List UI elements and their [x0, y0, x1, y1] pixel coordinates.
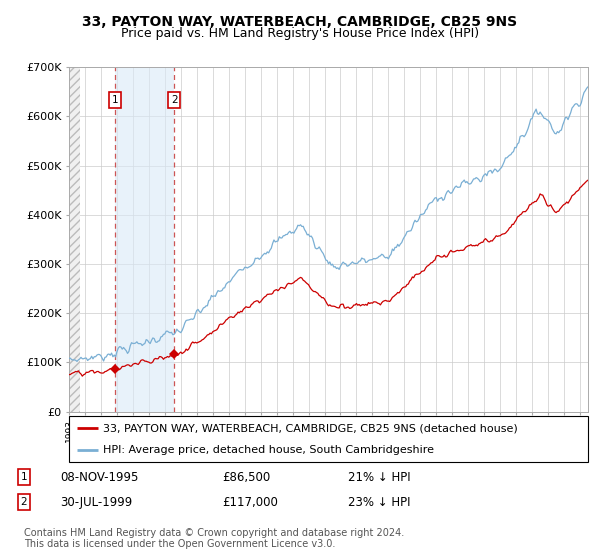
- Text: 33, PAYTON WAY, WATERBEACH, CAMBRIDGE, CB25 9NS: 33, PAYTON WAY, WATERBEACH, CAMBRIDGE, C…: [82, 15, 518, 29]
- Text: Contains HM Land Registry data © Crown copyright and database right 2024.
This d: Contains HM Land Registry data © Crown c…: [24, 528, 404, 549]
- Text: 2: 2: [20, 497, 28, 507]
- Text: 2: 2: [171, 95, 178, 105]
- Text: £86,500: £86,500: [222, 470, 270, 484]
- Text: 08-NOV-1995: 08-NOV-1995: [60, 470, 139, 484]
- Text: 1: 1: [112, 95, 118, 105]
- Text: £117,000: £117,000: [222, 496, 278, 509]
- Text: 21% ↓ HPI: 21% ↓ HPI: [348, 470, 410, 484]
- Bar: [115, 67, 174, 412]
- Text: 1: 1: [20, 472, 28, 482]
- Text: 33, PAYTON WAY, WATERBEACH, CAMBRIDGE, CB25 9NS (detached house): 33, PAYTON WAY, WATERBEACH, CAMBRIDGE, C…: [103, 423, 517, 433]
- Text: Price paid vs. HM Land Registry's House Price Index (HPI): Price paid vs. HM Land Registry's House …: [121, 27, 479, 40]
- Text: 30-JUL-1999: 30-JUL-1999: [60, 496, 132, 509]
- Text: HPI: Average price, detached house, South Cambridgeshire: HPI: Average price, detached house, Sout…: [103, 445, 434, 455]
- Text: 23% ↓ HPI: 23% ↓ HPI: [348, 496, 410, 509]
- Bar: [69, 67, 80, 412]
